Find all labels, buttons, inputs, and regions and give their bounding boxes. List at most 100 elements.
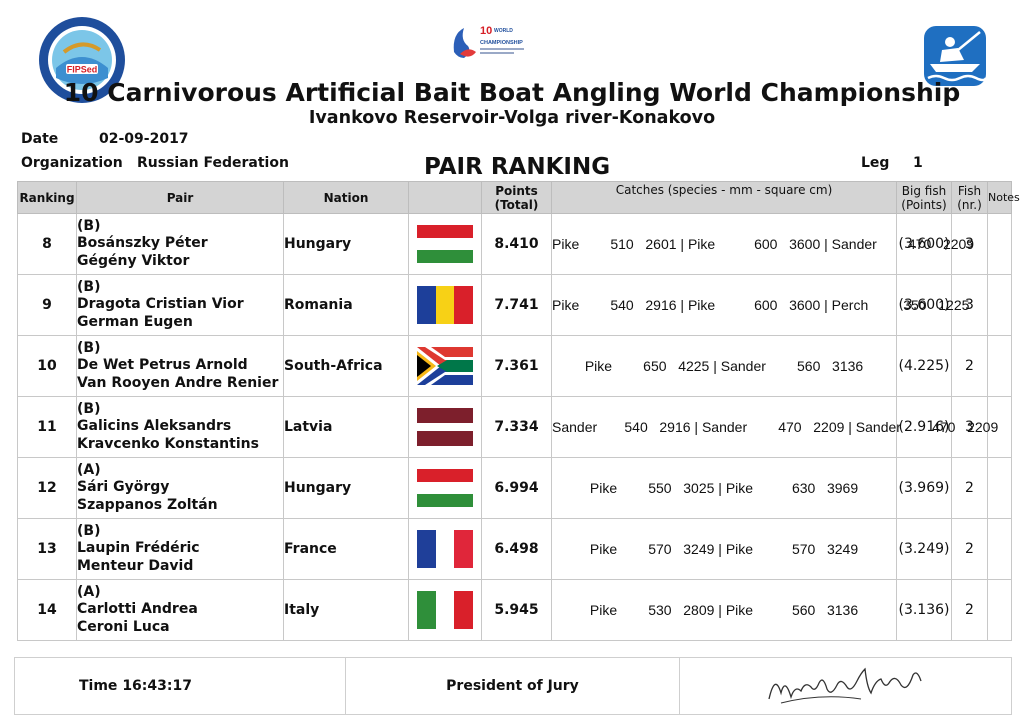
fish-count: 2 [965, 541, 974, 557]
date-value: 02-09-2017 [99, 131, 189, 147]
big-fish-cell: (3.600) [896, 213, 952, 275]
flag-hungary-icon [417, 469, 473, 507]
nation-name: Hungary [284, 480, 352, 496]
flag-hungary-icon [417, 225, 473, 263]
sector-label: (B) [77, 278, 101, 295]
flag-cell [408, 274, 482, 336]
ranking-title: PAIR RANKING [424, 154, 611, 180]
catches-cell: Pike 530 2809 | Pike 560 3136 [551, 579, 897, 641]
rank-value: 9 [42, 297, 52, 313]
nation-name: South-Africa [284, 358, 383, 374]
pair-cell: (B) Laupin Frédéric Menteur David [76, 518, 284, 580]
column-flag [408, 181, 482, 214]
nation-cell: Latvia [283, 396, 409, 458]
sector-label: (B) [77, 339, 101, 356]
nation-cell: Italy [283, 579, 409, 641]
time-label: Time [79, 678, 118, 694]
rank-value: 8 [42, 236, 52, 252]
catches-detail: Pike 550 3025 | Pike 630 3969 [589, 480, 859, 496]
table-row: 10 (B) De Wet Petrus Arnold Van Rooyen Andr… [17, 335, 1012, 397]
points-cell: 5.945 [481, 579, 552, 641]
table-row: 13 (B) Laupin Frédéric Menteur David France 6… [17, 518, 1012, 580]
big-fish-points: (3.600) [898, 236, 950, 252]
catches-cell: Pike 510 2601 | Pike 600 3600 | Sander 4… [551, 213, 974, 275]
big-fish-cell: (4.225) [896, 335, 952, 397]
points-total: 6.498 [494, 541, 539, 557]
notes-cell [987, 457, 1012, 519]
column-points: Points (Total) [481, 181, 552, 214]
leg-label: Leg [861, 155, 890, 171]
fish-count: 2 [965, 358, 974, 374]
pair-cell: (B) Dragota Cristian Vior German Eugen [76, 274, 284, 336]
sector-label: (B) [77, 400, 101, 417]
nation-name: France [284, 541, 337, 557]
column-big-fish: Big fish (Points) [896, 181, 952, 214]
catches-cell: Pike 650 4225 | Sander 560 3136 [551, 335, 897, 397]
big-fish-points: (2.916) [898, 419, 950, 435]
fish-count: 2 [965, 602, 974, 618]
table-row: 11 (B) Galicins Aleksandrs Kravcenko Konsta… [17, 396, 1012, 458]
fish-count-cell: 2 [951, 335, 988, 397]
rank-cell: 14 [17, 579, 77, 641]
pair-cell: (B) Bosánszky Péter Gégény Viktor [76, 213, 284, 275]
catches-cell: Pike 550 3025 | Pike 630 3969 [551, 457, 897, 519]
fish-count-cell: 2 [951, 579, 988, 641]
fish-count-cell: 3 [951, 274, 988, 336]
column-catches: Catches (species - mm - square cm) [551, 181, 897, 214]
nation-cell: Hungary [283, 457, 409, 519]
pair-cell: (B) De Wet Petrus Arnold Van Rooyen Andre … [76, 335, 284, 397]
fish-count: 2 [965, 480, 974, 496]
rank-cell: 9 [17, 274, 77, 336]
points-cell: 7.741 [481, 274, 552, 336]
notes-cell [987, 274, 1012, 336]
jury-signature [767, 667, 922, 704]
pair-cell: (B) Galicins Aleksandrs Kravcenko Konstant… [76, 396, 284, 458]
time-cell: Time 16:43:17 [15, 658, 346, 714]
big-fish-cell: (3.249) [896, 518, 952, 580]
big-fish-cell: (3.136) [896, 579, 952, 641]
fipsed-logo: FIPSed [39, 17, 125, 103]
signature-cell [680, 658, 1011, 714]
big-fish-cell: (3.600) [896, 274, 952, 336]
column-pair: Pair [76, 181, 284, 214]
big-fish-points: (3.600) [898, 297, 950, 313]
pair-cell: (A) Sári György Szappanos Zoltán [76, 457, 284, 519]
flag-southafrica-icon [417, 347, 473, 385]
angler-name: Ceroni Luca [77, 618, 170, 635]
fish-count-cell: 3 [951, 396, 988, 458]
rank-cell: 12 [17, 457, 77, 519]
championship-logo: 10 WORLD CHAMPIONSHIP [453, 25, 524, 58]
column-ranking: Ranking [17, 181, 77, 214]
notes-cell [987, 335, 1012, 397]
rank-cell: 13 [17, 518, 77, 580]
rank-cell: 10 [17, 335, 77, 397]
column-fish-count: Fish (nr.) [951, 181, 988, 214]
points-total: 6.994 [494, 480, 539, 496]
table-header: Ranking Pair Nation Points (Total) Catche… [17, 181, 1020, 214]
points-total: 8.410 [494, 236, 539, 252]
president-label: President of Jury [446, 678, 579, 694]
angler-name: Szappanos Zoltán [77, 496, 218, 513]
big-fish-points: (4.225) [898, 358, 950, 374]
fish-count: 3 [965, 419, 974, 435]
points-total: 7.361 [494, 358, 539, 374]
angler-name: Bosánszky Péter [77, 235, 208, 252]
catches-cell: Sander 540 2916 | Sander 470 2209 | Sand… [551, 396, 998, 458]
catches-cell: Pike 570 3249 | Pike 570 3249 [551, 518, 897, 580]
sector-label: (A) [77, 461, 101, 478]
nation-name: Italy [284, 602, 320, 618]
angler-name: Kravcenko Konstantins [77, 435, 259, 452]
column-notes: Notes [987, 181, 1020, 214]
flag-cell [408, 457, 482, 519]
nation-cell: Romania [283, 274, 409, 336]
svg-text:CHAMPIONSHIP: CHAMPIONSHIP [480, 40, 523, 46]
column-nation: Nation [283, 181, 409, 214]
organization-label: Organization [21, 155, 123, 171]
points-cell: 6.498 [481, 518, 552, 580]
angler-name: Galicins Aleksandrs [77, 418, 232, 435]
svg-text:10: 10 [480, 25, 492, 37]
angler-name: Van Rooyen Andre Renier [77, 374, 279, 391]
page-title: 10 Carnivorous Artificial Bait Boat Angl… [63, 78, 961, 107]
catches-cell: Pike 540 2916 | Pike 600 3600 | Perch 35… [551, 274, 969, 336]
big-fish-points: (3.249) [898, 541, 950, 557]
